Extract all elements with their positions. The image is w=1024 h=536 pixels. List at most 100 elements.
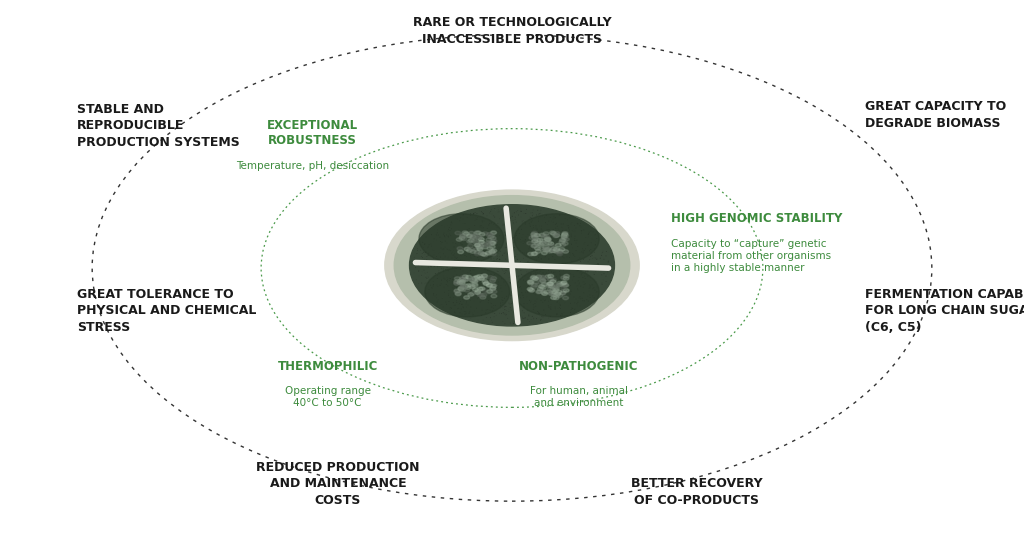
Ellipse shape: [542, 292, 548, 295]
Ellipse shape: [456, 292, 461, 296]
Point: [501, 233, 517, 242]
Ellipse shape: [473, 248, 479, 251]
Point: [496, 249, 512, 257]
Point: [425, 282, 441, 291]
Point: [514, 314, 530, 323]
Point: [521, 276, 538, 284]
Point: [525, 249, 542, 258]
Point: [563, 233, 580, 241]
Point: [443, 232, 460, 240]
Point: [422, 261, 438, 270]
Ellipse shape: [543, 232, 549, 235]
Point: [546, 212, 562, 220]
Point: [411, 271, 427, 280]
Point: [475, 210, 492, 218]
Ellipse shape: [460, 235, 466, 238]
Point: [415, 272, 431, 280]
Point: [476, 259, 493, 267]
Point: [445, 301, 462, 310]
Point: [586, 261, 602, 270]
Point: [579, 240, 595, 249]
Point: [505, 239, 521, 247]
Ellipse shape: [470, 250, 476, 254]
Point: [445, 299, 462, 307]
Point: [515, 274, 531, 283]
Point: [560, 234, 577, 242]
Point: [429, 226, 445, 234]
Point: [450, 256, 466, 264]
Point: [442, 247, 459, 255]
Point: [497, 306, 513, 314]
Point: [457, 211, 473, 219]
Point: [556, 299, 572, 307]
Point: [582, 282, 598, 291]
Point: [490, 264, 507, 272]
Point: [527, 223, 544, 232]
Point: [571, 221, 588, 230]
Point: [529, 312, 546, 321]
Point: [494, 287, 510, 296]
Point: [585, 293, 601, 301]
Point: [548, 283, 564, 292]
Point: [516, 260, 532, 269]
Point: [561, 234, 578, 242]
Point: [498, 255, 514, 263]
Point: [440, 225, 457, 234]
Point: [499, 310, 515, 319]
Point: [472, 252, 488, 260]
Point: [485, 220, 502, 229]
Point: [454, 300, 470, 308]
Point: [473, 287, 489, 295]
Text: REDUCED PRODUCTION
AND MAINTENANCE
COSTS: REDUCED PRODUCTION AND MAINTENANCE COSTS: [256, 460, 420, 507]
Point: [510, 273, 526, 282]
Point: [432, 233, 449, 242]
Ellipse shape: [481, 293, 486, 297]
Point: [509, 240, 525, 249]
Point: [583, 227, 599, 236]
Point: [479, 243, 496, 252]
Point: [477, 247, 494, 255]
Point: [489, 227, 506, 236]
Point: [583, 226, 599, 235]
Point: [553, 291, 569, 299]
Point: [488, 263, 505, 272]
Point: [543, 281, 559, 290]
Point: [518, 267, 535, 276]
Point: [538, 211, 554, 220]
Point: [466, 307, 482, 315]
Point: [561, 248, 578, 257]
Point: [570, 294, 587, 302]
Point: [466, 209, 482, 218]
Point: [570, 265, 587, 274]
Point: [409, 249, 425, 258]
Point: [511, 275, 527, 284]
Point: [484, 309, 501, 317]
Point: [547, 255, 563, 264]
Point: [444, 263, 461, 271]
Ellipse shape: [475, 289, 481, 293]
Point: [445, 298, 462, 307]
Point: [418, 248, 434, 256]
Ellipse shape: [462, 275, 468, 278]
Point: [446, 263, 463, 271]
Point: [564, 306, 581, 314]
Point: [550, 261, 566, 270]
Point: [571, 280, 588, 288]
Point: [422, 271, 438, 279]
Point: [483, 316, 500, 324]
Point: [439, 278, 456, 286]
Point: [513, 205, 529, 213]
Point: [527, 312, 544, 321]
Point: [511, 225, 527, 234]
Point: [582, 291, 598, 299]
Point: [473, 302, 489, 311]
Point: [552, 278, 568, 287]
Point: [485, 228, 502, 236]
Point: [442, 231, 459, 240]
Ellipse shape: [548, 282, 553, 286]
Point: [437, 243, 454, 251]
Point: [532, 245, 549, 254]
Point: [425, 280, 441, 289]
Ellipse shape: [487, 242, 493, 246]
Point: [571, 294, 588, 302]
